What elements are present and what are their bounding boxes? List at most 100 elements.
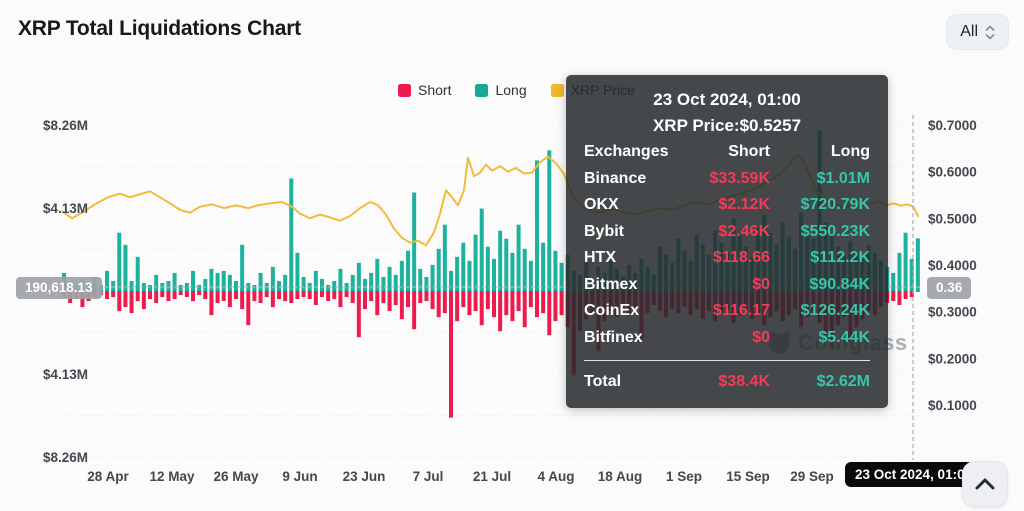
scroll-top-button[interactable] [962,461,1008,507]
short-bar[interactable] [332,291,337,300]
long-bar[interactable] [258,272,263,291]
short-bar[interactable] [105,291,109,300]
time-range-selector[interactable]: All [946,14,1009,50]
long-bar[interactable] [522,248,527,291]
short-bar[interactable] [184,291,189,298]
long-bar[interactable] [541,242,546,291]
long-bar[interactable] [492,258,496,291]
long-bar[interactable] [903,232,908,291]
long-bar[interactable] [399,260,404,291]
short-bar[interactable] [197,291,202,296]
short-bar[interactable] [498,291,503,332]
short-bar[interactable] [313,291,318,306]
short-bar[interactable] [547,291,552,336]
short-bar[interactable] [915,291,920,292]
short-bar[interactable] [891,291,896,302]
short-bar[interactable] [387,291,392,312]
short-bar[interactable] [344,291,349,298]
short-bar[interactable] [203,291,208,300]
long-bar[interactable] [455,256,460,291]
short-bar[interactable] [903,291,908,300]
short-bar[interactable] [356,291,361,338]
long-bar[interactable] [381,276,386,291]
short-bar[interactable] [467,291,472,316]
short-bar[interactable] [264,291,269,298]
short-bar[interactable] [289,291,294,304]
short-bar[interactable] [442,291,447,314]
short-bar[interactable] [436,291,441,318]
long-bar[interactable] [473,234,478,291]
long-bar[interactable] [301,276,306,291]
long-bar[interactable] [338,268,343,291]
short-bar[interactable] [461,291,466,308]
short-bar[interactable] [135,291,140,302]
short-bar[interactable] [270,291,275,308]
short-bar[interactable] [295,291,300,300]
short-bar[interactable] [369,291,374,302]
long-bar[interactable] [129,280,134,291]
short-bar[interactable] [541,291,546,314]
long-bar[interactable] [154,274,159,291]
long-bar[interactable] [485,246,490,291]
long-bar[interactable] [166,280,171,291]
long-bar[interactable] [295,252,300,291]
short-bar[interactable] [535,291,539,318]
short-bar[interactable] [246,291,251,326]
long-bar[interactable] [135,256,140,291]
long-bar[interactable] [350,274,355,291]
long-bar[interactable] [203,278,208,291]
short-bar[interactable] [363,291,367,310]
long-bar[interactable] [516,224,521,291]
long-bar[interactable] [369,272,374,291]
long-bar[interactable] [289,178,294,291]
long-bar[interactable] [547,150,552,291]
long-bar[interactable] [479,208,484,291]
long-bar[interactable] [111,280,116,291]
long-bar[interactable] [252,284,257,291]
long-bar[interactable] [283,274,288,291]
short-bar[interactable] [350,291,355,304]
short-bar[interactable] [258,291,263,304]
long-bar[interactable] [270,266,275,291]
short-bar[interactable] [141,291,146,310]
short-bar[interactable] [221,291,226,302]
short-bar[interactable] [123,291,128,308]
long-bar[interactable] [123,244,128,291]
long-bar[interactable] [430,264,435,291]
short-bar[interactable] [375,291,380,316]
long-bar[interactable] [209,268,214,291]
long-bar[interactable] [313,270,318,291]
short-bar[interactable] [418,291,423,304]
short-bar[interactable] [338,291,343,308]
short-bar[interactable] [227,291,232,308]
short-bar[interactable] [234,291,238,300]
short-bar[interactable] [129,291,134,314]
long-bar[interactable] [498,230,503,291]
long-bar[interactable] [559,262,564,291]
short-bar[interactable] [277,291,281,300]
short-bar[interactable] [473,291,478,312]
short-bar[interactable] [504,291,509,316]
short-bar[interactable] [399,291,404,320]
short-bar[interactable] [215,291,220,304]
long-bar[interactable] [406,250,410,291]
short-bar[interactable] [111,291,116,298]
short-bar[interactable] [252,291,257,302]
long-bar[interactable] [227,274,232,291]
legend-item-long[interactable]: Long [475,82,527,98]
short-bar[interactable] [424,291,429,302]
short-bar[interactable] [897,291,902,306]
long-bar[interactable] [356,262,361,291]
long-bar[interactable] [184,282,189,291]
long-bar[interactable] [277,280,281,291]
long-bar[interactable] [504,238,509,291]
short-bar[interactable] [522,291,527,328]
long-bar[interactable] [442,224,447,291]
long-bar[interactable] [320,278,324,291]
short-bar[interactable] [492,291,496,318]
short-bar[interactable] [117,291,122,312]
legend-item-short[interactable]: Short [398,82,451,98]
long-bar[interactable] [344,282,349,291]
short-bar[interactable] [160,291,165,298]
long-bar[interactable] [191,270,195,291]
